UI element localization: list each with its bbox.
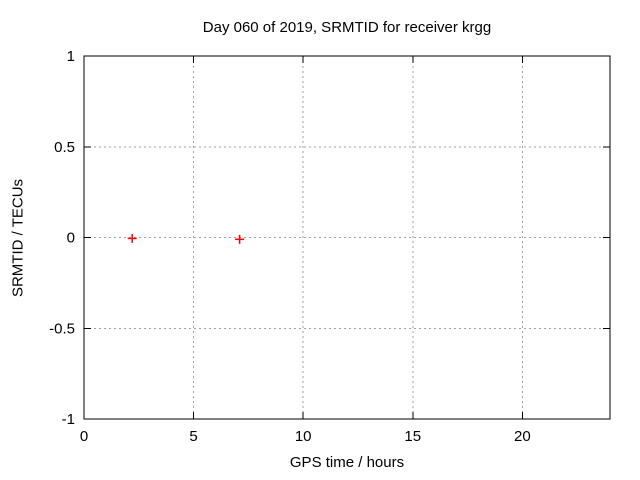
- chart-title: Day 060 of 2019, SRMTID for receiver krg…: [202, 19, 492, 36]
- y-tick-label: 1: [67, 48, 75, 65]
- x-tick-label: 20: [514, 428, 531, 445]
- x-tick-label: 10: [295, 428, 312, 445]
- plot-border: [83, 55, 611, 420]
- x-tick-label: 5: [189, 428, 197, 445]
- x-tick-label: 0: [80, 428, 88, 445]
- y-tick-label: -1: [62, 411, 75, 428]
- y-tick-label: 0.5: [54, 139, 75, 156]
- y-tick-label: 0: [67, 230, 75, 247]
- y-tick-label: -0.5: [49, 320, 75, 337]
- x-tick-label: 15: [404, 428, 421, 445]
- x-axis-title: GPS time / hours: [289, 454, 405, 471]
